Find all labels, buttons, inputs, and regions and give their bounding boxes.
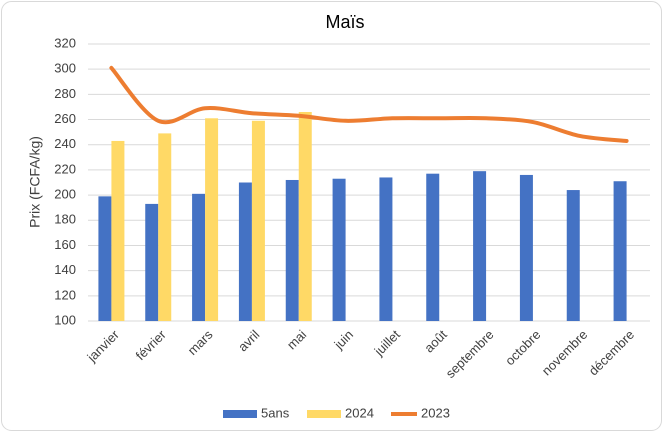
y-tick-label: 160 [54, 237, 76, 252]
bar [426, 173, 440, 321]
y-axis-label: Prix (FCFA/kg) [27, 136, 43, 228]
bar [379, 177, 393, 321]
bar [238, 182, 252, 321]
legend-label: 2024 [345, 405, 374, 420]
line-series [109, 65, 629, 143]
y-tick-label: 300 [54, 61, 76, 76]
chart-title: Maïs [325, 12, 364, 32]
y-tick-label: 180 [54, 212, 76, 227]
bar [298, 111, 312, 321]
bar [473, 171, 487, 321]
y-tick-label: 320 [54, 35, 76, 50]
bar [145, 203, 159, 321]
bar [192, 193, 206, 321]
bar [566, 190, 580, 321]
legend-swatch [223, 410, 257, 418]
y-tick-label: 200 [54, 187, 76, 202]
bar [613, 181, 627, 321]
y-tick-label: 120 [54, 287, 76, 302]
bar [111, 140, 125, 321]
y-tick-label: 240 [54, 136, 76, 151]
y-tick-label: 280 [54, 86, 76, 101]
y-tick-label: 260 [54, 111, 76, 126]
legend-label: 2023 [421, 405, 450, 420]
bar [285, 179, 299, 321]
bar [251, 120, 265, 322]
y-tick-label: 140 [54, 262, 76, 277]
y-tick-label: 220 [54, 161, 76, 176]
legend-swatch [307, 410, 341, 418]
bar [519, 174, 533, 321]
legend-label: 5ans [261, 405, 290, 420]
bar [332, 178, 346, 321]
bar [205, 118, 219, 321]
bar [98, 196, 112, 321]
bar [158, 133, 172, 321]
y-tick-label: 100 [54, 312, 76, 327]
